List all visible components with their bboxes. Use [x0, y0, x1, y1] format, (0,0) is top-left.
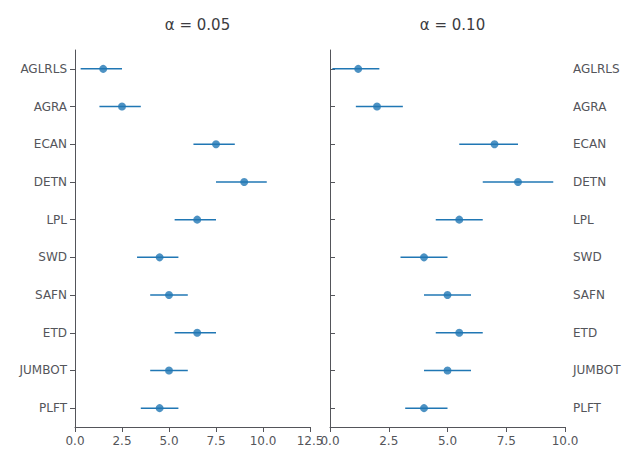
svg-text:ECAN: ECAN [34, 137, 67, 151]
svg-text:10.0: 10.0 [552, 434, 579, 448]
svg-text:AGLRLS: AGLRLS [573, 62, 620, 76]
svg-text:JUMBOT: JUMBOT [572, 363, 621, 377]
svg-text:2.5: 2.5 [379, 434, 398, 448]
svg-text:5.0: 5.0 [438, 434, 457, 448]
svg-text:5.0: 5.0 [159, 434, 178, 448]
svg-text:AGRA: AGRA [573, 100, 607, 114]
svg-text:AGLRLS: AGLRLS [20, 62, 67, 76]
svg-text:SAFN: SAFN [573, 288, 605, 302]
svg-text:10.0: 10.0 [250, 434, 277, 448]
svg-text:ECAN: ECAN [573, 137, 606, 151]
svg-text:ETD: ETD [573, 326, 597, 340]
svg-text:0.0: 0.0 [320, 434, 339, 448]
svg-text:PLFT: PLFT [573, 401, 602, 415]
svg-text:α = 0.10: α = 0.10 [420, 16, 485, 34]
svg-text:DETN: DETN [573, 175, 606, 189]
svg-text:AGRA: AGRA [34, 100, 68, 114]
svg-text:SWD: SWD [38, 250, 67, 264]
svg-text:LPL: LPL [573, 213, 594, 227]
svg-text:ETD: ETD [43, 326, 67, 340]
svg-text:7.5: 7.5 [497, 434, 516, 448]
svg-text:DETN: DETN [34, 175, 67, 189]
svg-text:7.5: 7.5 [206, 434, 225, 448]
svg-text:α = 0.05: α = 0.05 [165, 16, 230, 34]
svg-text:SWD: SWD [573, 250, 602, 264]
svg-text:SAFN: SAFN [35, 288, 67, 302]
svg-text:12.5: 12.5 [297, 434, 324, 448]
svg-text:LPL: LPL [46, 213, 67, 227]
svg-text:2.5: 2.5 [112, 434, 131, 448]
svg-text:JUMBOT: JUMBOT [19, 363, 68, 377]
svg-text:PLFT: PLFT [39, 401, 68, 415]
svg-text:0.0: 0.0 [65, 434, 84, 448]
